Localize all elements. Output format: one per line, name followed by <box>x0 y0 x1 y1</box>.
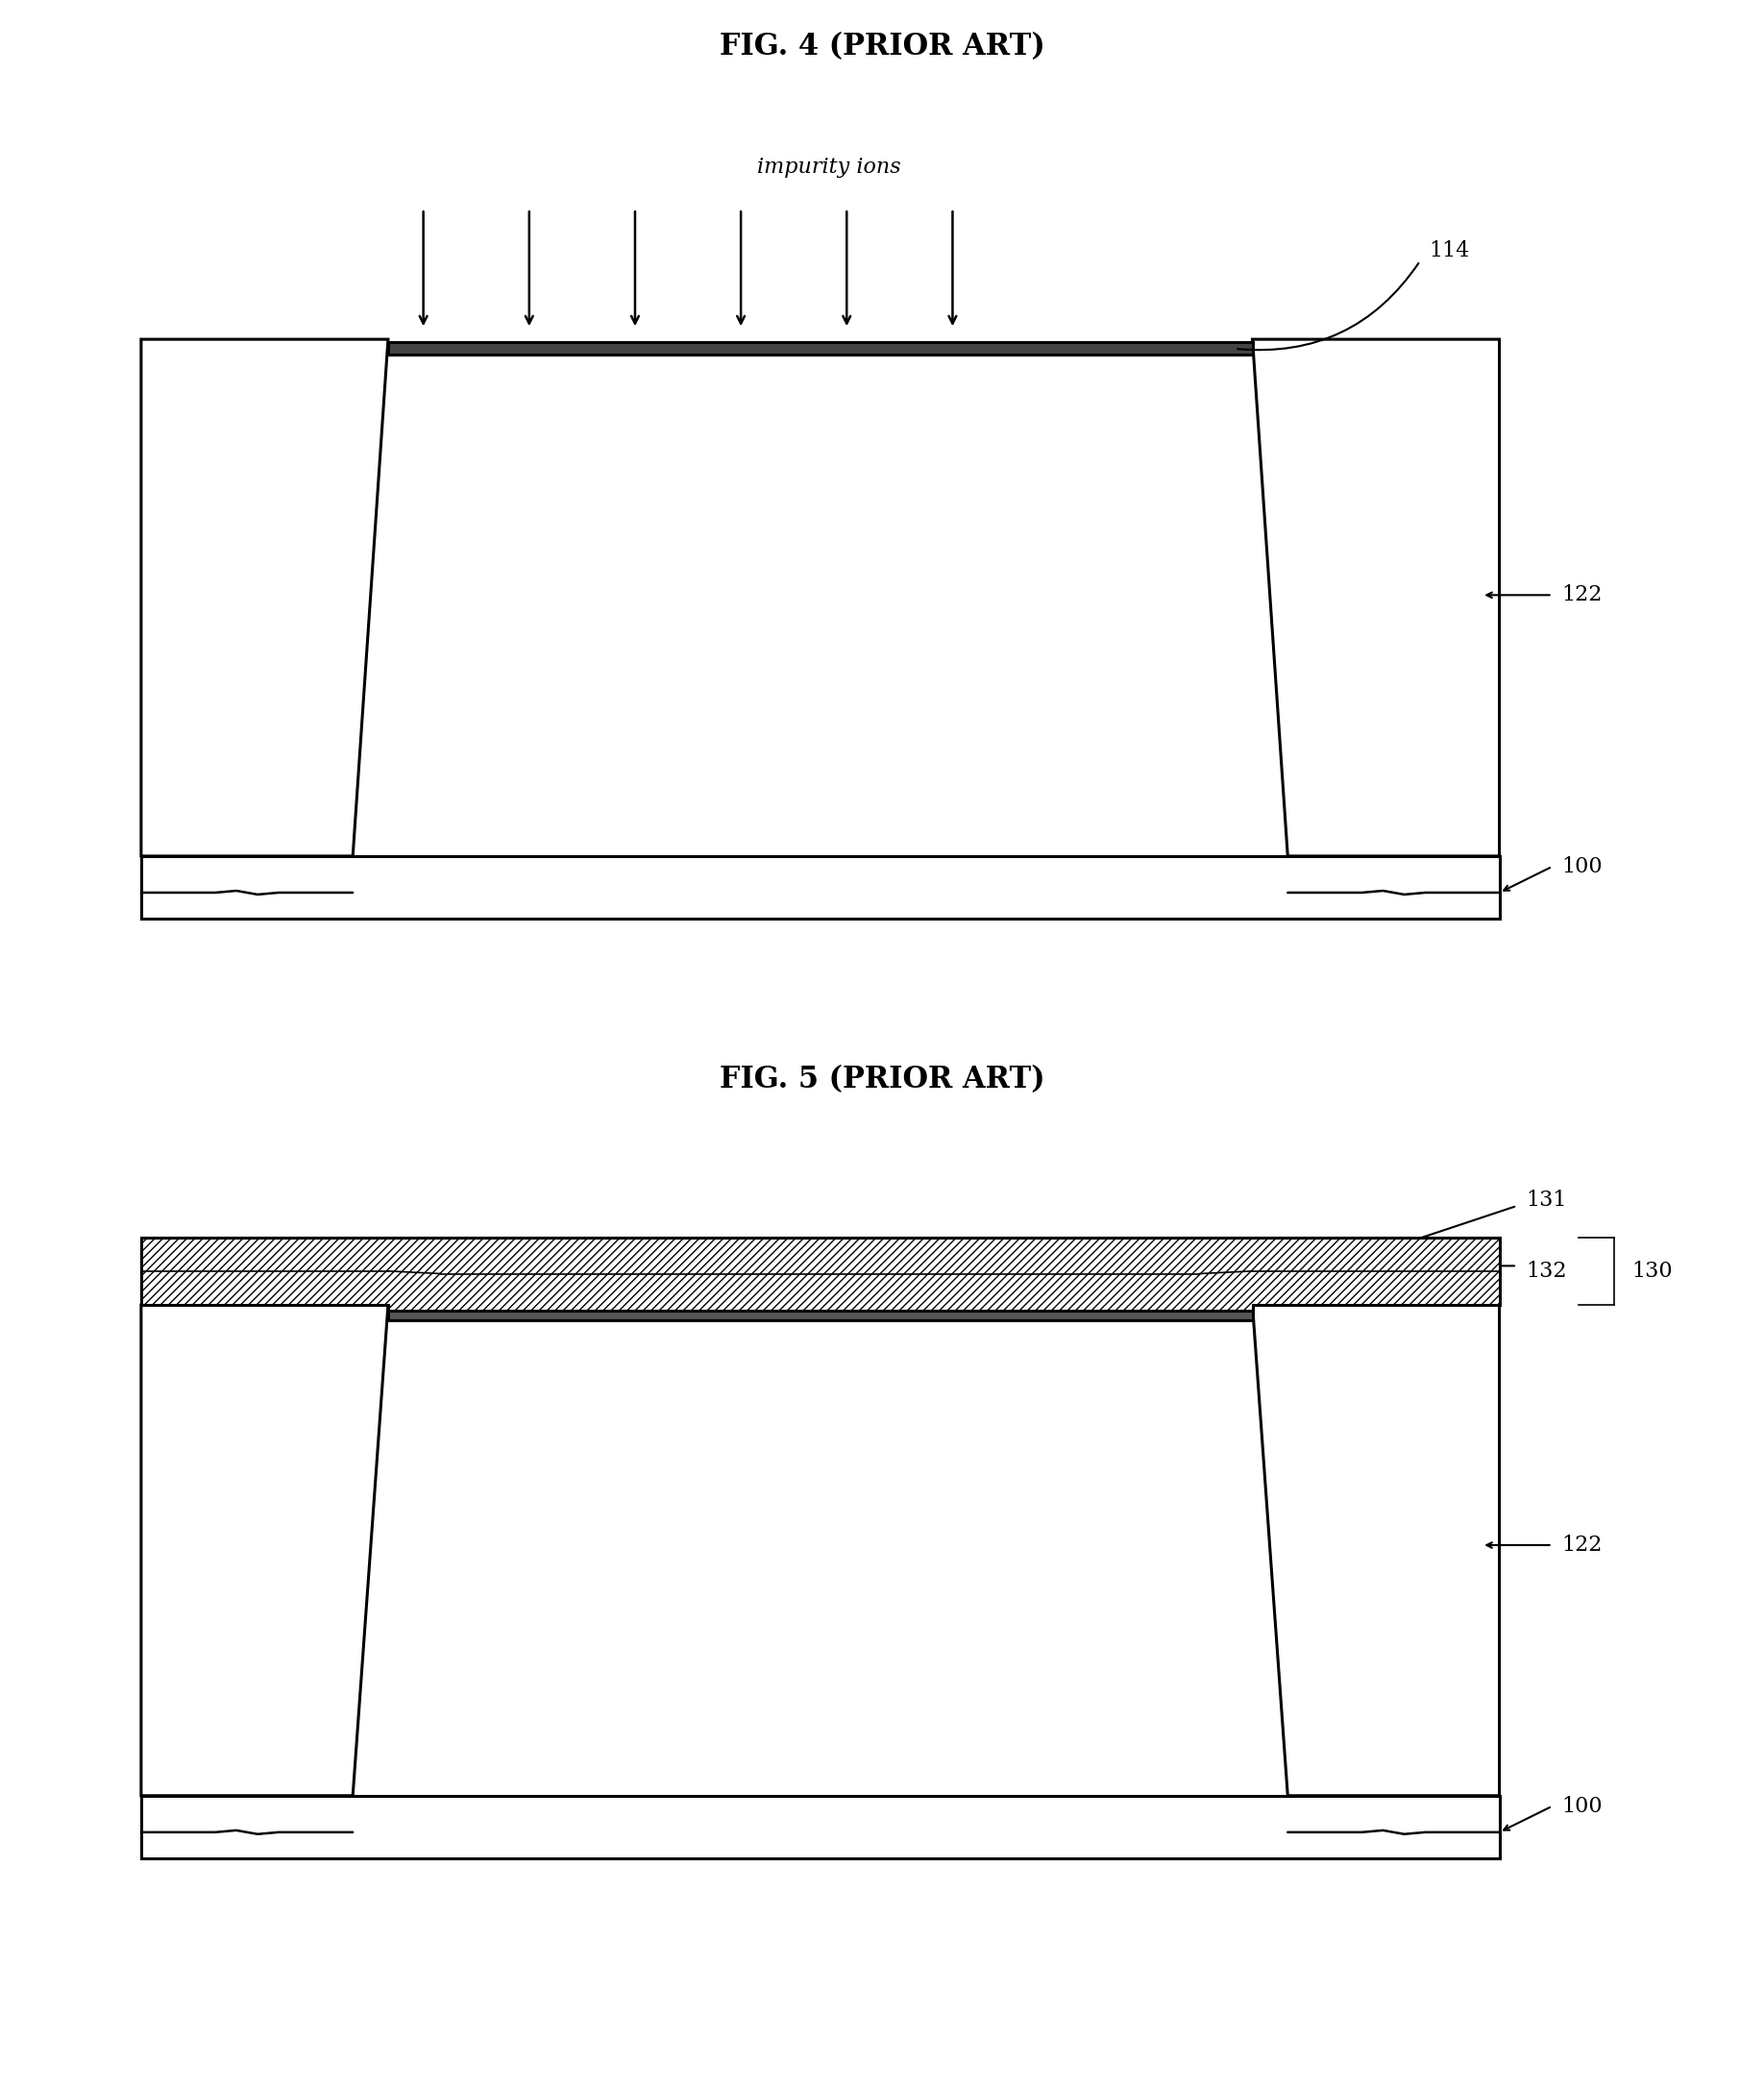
Polygon shape <box>141 856 1499 919</box>
Polygon shape <box>1252 338 1499 856</box>
Polygon shape <box>141 338 388 856</box>
Text: impurity ions: impurity ions <box>757 157 901 177</box>
Polygon shape <box>388 342 1252 355</box>
Text: 131: 131 <box>1526 1190 1566 1211</box>
Text: 114: 114 <box>1429 240 1469 261</box>
Text: 122: 122 <box>1561 585 1602 606</box>
Text: 100: 100 <box>1561 1796 1602 1817</box>
Text: FIG. 5 (PRIOR ART): FIG. 5 (PRIOR ART) <box>720 1065 1044 1094</box>
Polygon shape <box>141 1796 1499 1858</box>
Polygon shape <box>1252 1305 1499 1796</box>
Text: FIG. 4 (PRIOR ART): FIG. 4 (PRIOR ART) <box>720 31 1044 61</box>
Text: 130: 130 <box>1632 1261 1672 1282</box>
Polygon shape <box>141 1236 1499 1311</box>
Polygon shape <box>388 1311 1252 1322</box>
Text: 100: 100 <box>1561 856 1602 877</box>
Polygon shape <box>141 1305 388 1796</box>
Text: 132: 132 <box>1526 1261 1566 1282</box>
Text: 122: 122 <box>1561 1535 1602 1556</box>
